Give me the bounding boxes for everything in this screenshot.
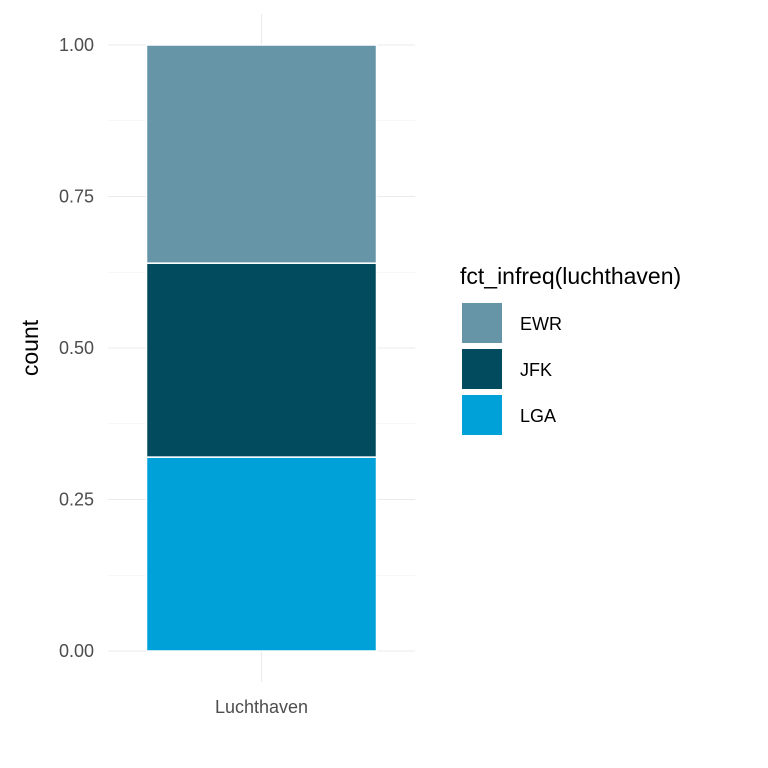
y-tick-label: 0.25 (59, 490, 94, 510)
bar-segment-jfk (145, 262, 378, 458)
legend: EWR JFK LGA (462, 303, 562, 435)
y-tick-label: 0.75 (59, 187, 94, 207)
bar-segments (145, 44, 378, 652)
x-tick-label: Luchthaven (215, 697, 308, 717)
y-tick-label: 0.50 (59, 338, 94, 358)
y-tick-label: 0.00 (59, 641, 94, 661)
legend-key-jfk (462, 349, 502, 389)
legend-key-lga (462, 395, 502, 435)
legend-title: fct_infreq(luchthaven) (460, 263, 681, 289)
legend-label-ewr: EWR (520, 314, 562, 334)
x-axis-ticks: Luchthaven (215, 697, 308, 717)
legend-key-ewr (462, 303, 502, 343)
y-axis-title: count (17, 319, 43, 376)
legend-label-lga: LGA (520, 406, 556, 426)
legend-label-jfk: JFK (520, 360, 552, 380)
y-axis-ticks: 0.00 0.25 0.50 0.75 1.00 (59, 35, 94, 661)
bar-segment-ewr (145, 44, 378, 264)
y-tick-label: 1.00 (59, 35, 94, 55)
bar-segment-lga (145, 456, 378, 652)
